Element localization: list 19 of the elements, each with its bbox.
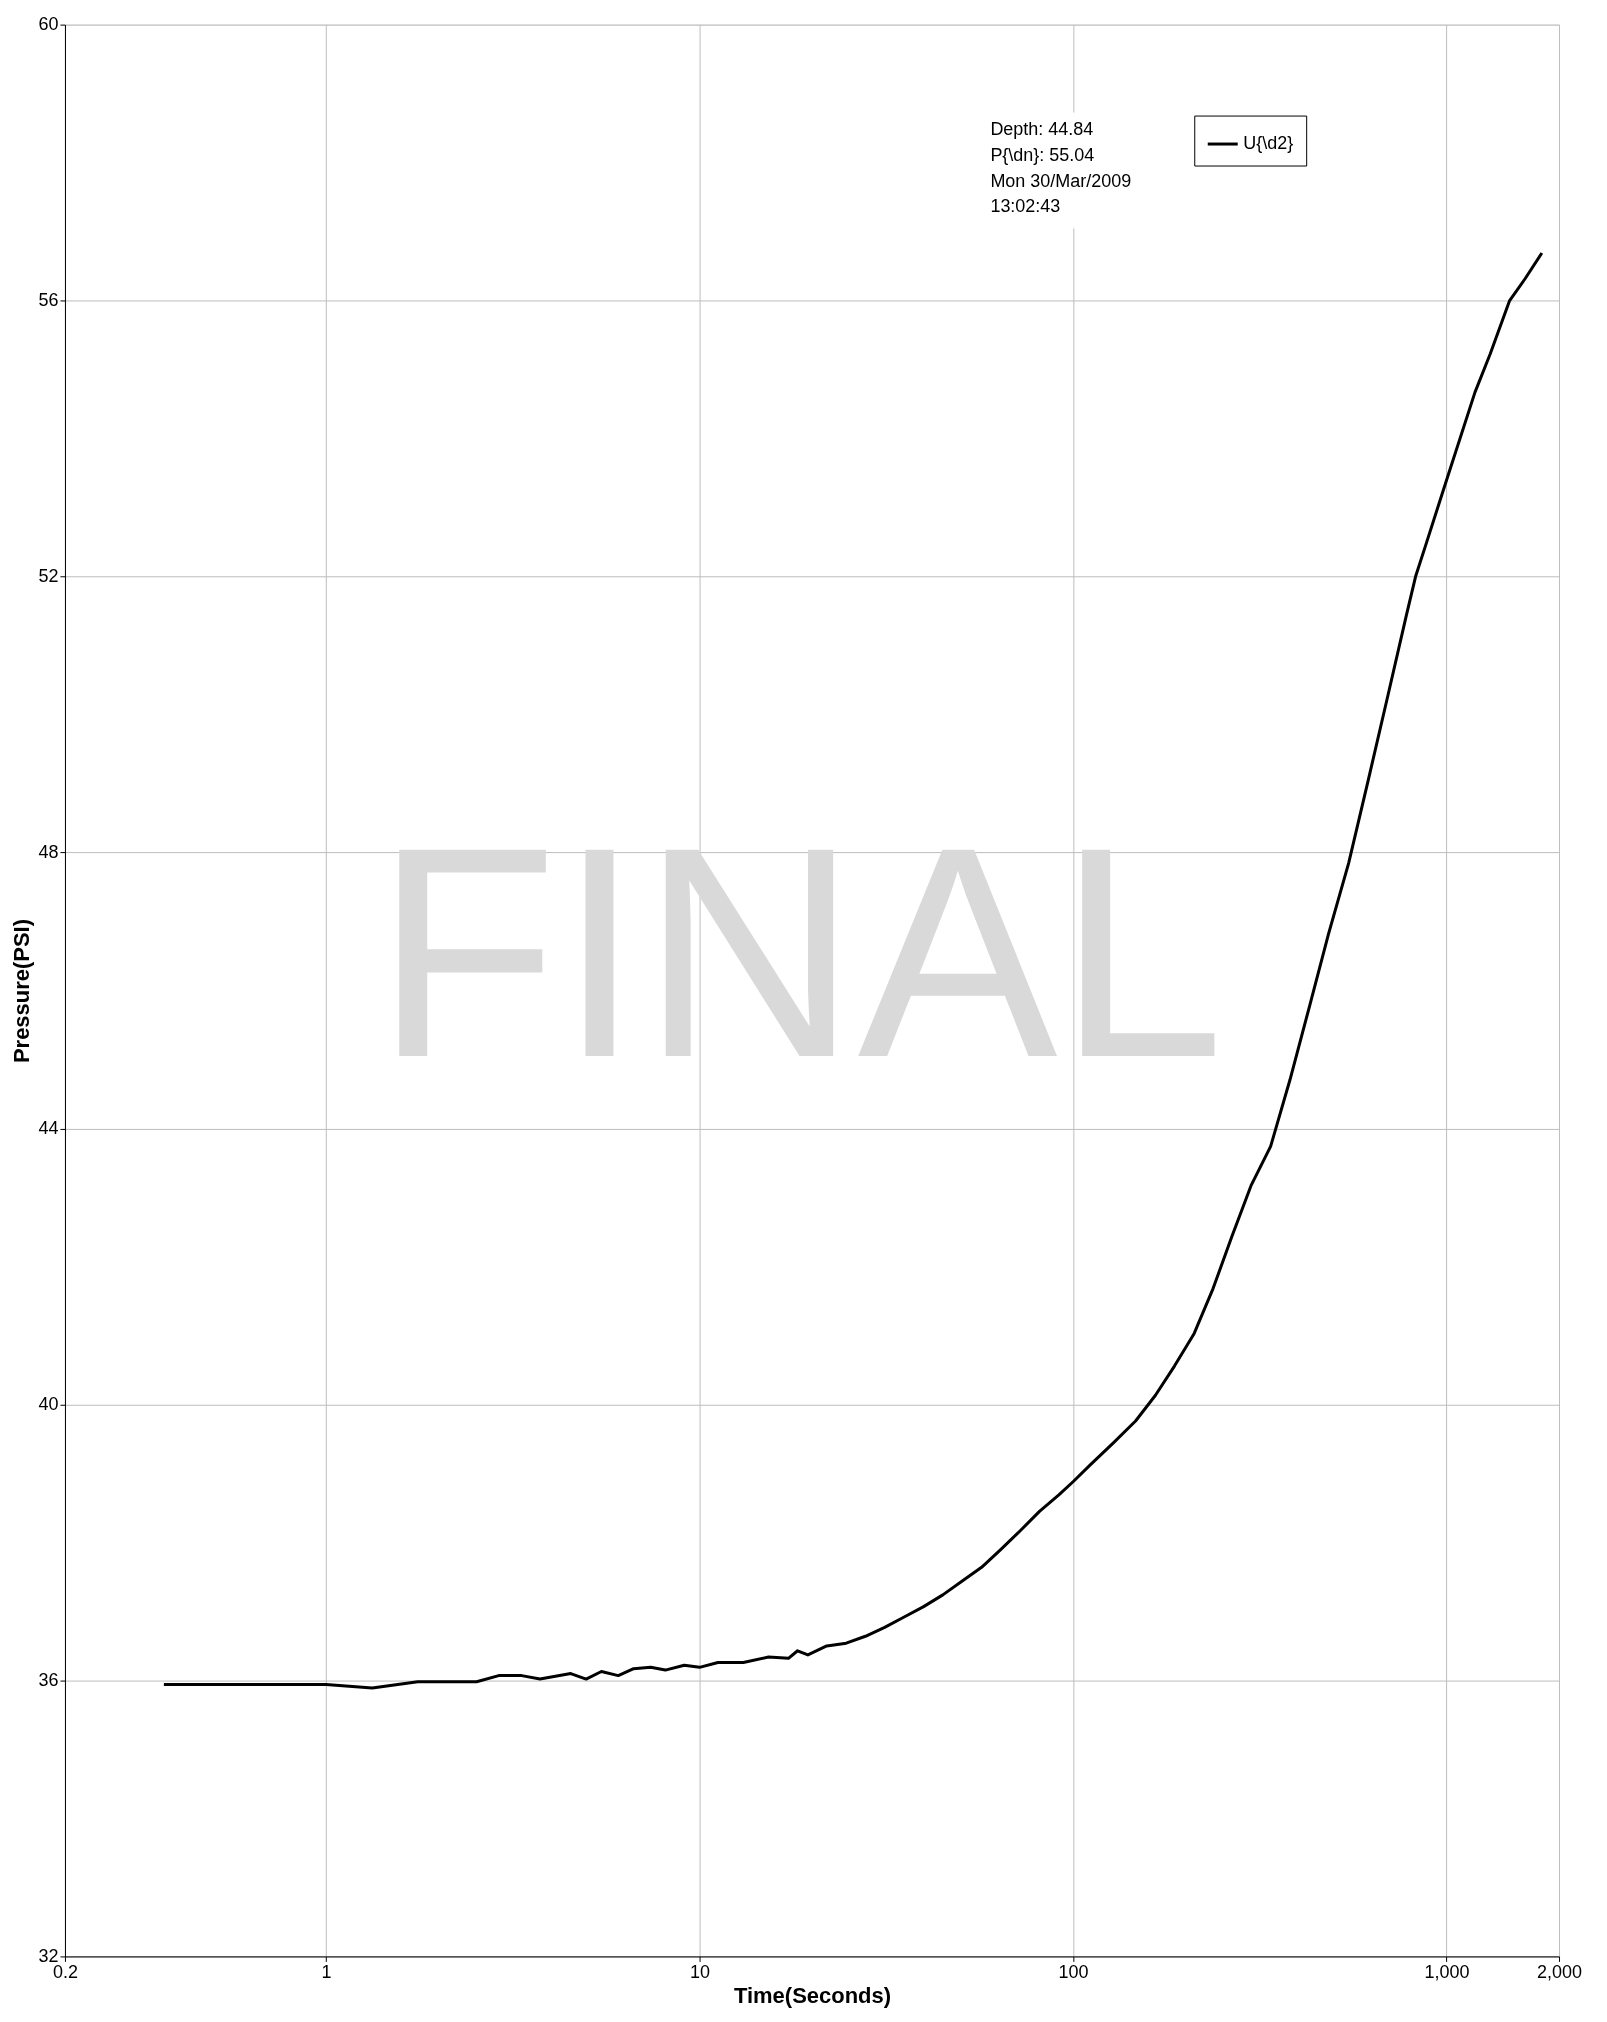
x-axis-title: Time(Seconds): [733, 1982, 892, 2008]
x-tick-label: 1: [321, 1961, 332, 1982]
y-tick-label: 48: [38, 842, 59, 863]
annotation: P{\dn}: 55.04: [990, 144, 1095, 165]
y-tick-label: 60: [38, 14, 59, 35]
y-tick-label: 40: [38, 1393, 59, 1414]
y-axis-title: Pressure(PSI): [9, 918, 35, 1064]
x-tick-label: 1,000: [1424, 1961, 1470, 1982]
x-tick-label: 2,000: [1537, 1961, 1583, 1982]
y-tick-label: 52: [38, 566, 59, 587]
x-tick-label: 100: [1058, 1961, 1089, 1982]
y-tick-label: 36: [38, 1669, 59, 1690]
annotation: Depth: 44.84: [990, 118, 1094, 139]
annotation: 13:02:43: [990, 196, 1061, 217]
y-tick-label: 56: [38, 290, 59, 311]
y-tick-label: 44: [38, 1117, 59, 1138]
legend-label: U{\d2}: [1243, 133, 1294, 154]
x-tick-label: 10: [690, 1961, 711, 1982]
annotation: Mon 30/Mar/2009: [990, 170, 1132, 191]
